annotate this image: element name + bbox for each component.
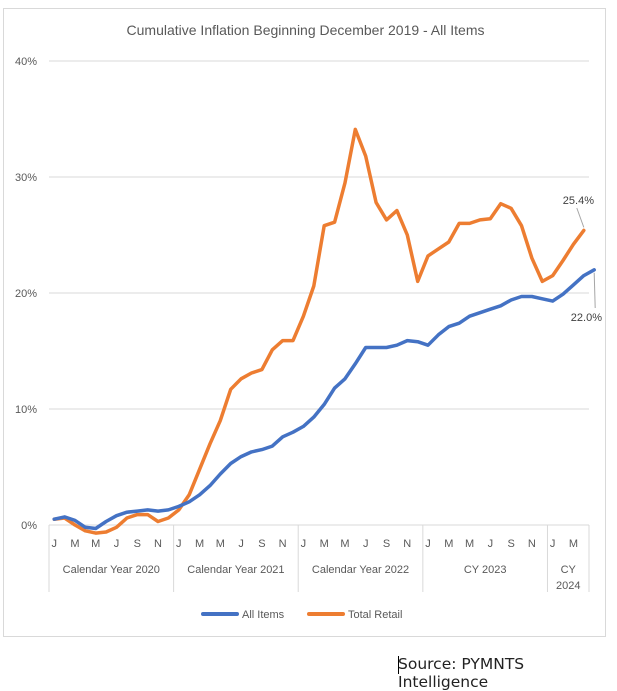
x-tick-label: N xyxy=(403,538,411,550)
x-tick-label: N xyxy=(279,538,287,550)
data-label-leader xyxy=(576,207,585,228)
x-tick-label: M xyxy=(70,538,79,550)
x-tick-label: J xyxy=(238,538,244,550)
y-tick-label: 30% xyxy=(15,172,37,184)
x-tick-label: M xyxy=(444,538,453,550)
x-tick-label: M xyxy=(195,538,204,550)
x-tick-label: M xyxy=(91,538,100,550)
x-tick-label: J xyxy=(176,538,182,550)
data-label: 22.0% xyxy=(571,312,602,324)
series-line-total-retail xyxy=(52,127,586,535)
x-tick-label: M xyxy=(569,538,578,550)
legend-label: Total Retail xyxy=(348,609,402,621)
x-tick-label: M xyxy=(216,538,225,550)
legend-label: All Items xyxy=(242,609,285,621)
x-tick-label: M xyxy=(340,538,349,550)
x-tick-label: J xyxy=(51,538,57,550)
x-tick-label: J xyxy=(488,538,494,550)
year-group-label: CY xyxy=(561,564,577,576)
x-tick-label: N xyxy=(154,538,162,550)
year-group-label: Calendar Year 2022 xyxy=(312,564,409,576)
x-tick-label: J xyxy=(301,538,307,550)
data-label-leader xyxy=(593,272,596,309)
y-tick-label: 20% xyxy=(15,288,37,300)
year-group-label: Calendar Year 2020 xyxy=(63,564,160,576)
x-tick-label: S xyxy=(383,538,390,550)
chart-plot: 0%10%20%30%40%J M M J S N J M M J S N J M M J S N J M M J S N J M… xyxy=(15,56,602,621)
source-caption: Source: PYMNTS Intelligence xyxy=(398,655,525,691)
x-tick-label: M xyxy=(465,538,474,550)
x-tick-label: J xyxy=(550,538,556,550)
year-group-label: 2024 xyxy=(556,580,580,592)
y-tick-label: 40% xyxy=(15,56,37,68)
x-tick-label: J xyxy=(425,538,431,550)
y-tick-label: 10% xyxy=(15,404,37,416)
series-line-all-items xyxy=(52,268,596,531)
x-tick-label: S xyxy=(507,538,514,550)
x-tick-label: J xyxy=(114,538,120,550)
y-tick-label: 0% xyxy=(21,520,37,532)
x-tick-label: M xyxy=(320,538,329,550)
x-tick-label: J xyxy=(363,538,369,550)
x-tick-label: N xyxy=(528,538,536,550)
x-tick-label: S xyxy=(258,538,265,550)
x-tick-label: S xyxy=(134,538,141,550)
chart-title: Cumulative Inflation Beginning December … xyxy=(126,22,485,38)
text-cursor xyxy=(398,656,399,674)
data-label: 25.4% xyxy=(563,195,594,207)
year-group-label: CY 2023 xyxy=(464,564,507,576)
year-group-label: Calendar Year 2021 xyxy=(187,564,284,576)
